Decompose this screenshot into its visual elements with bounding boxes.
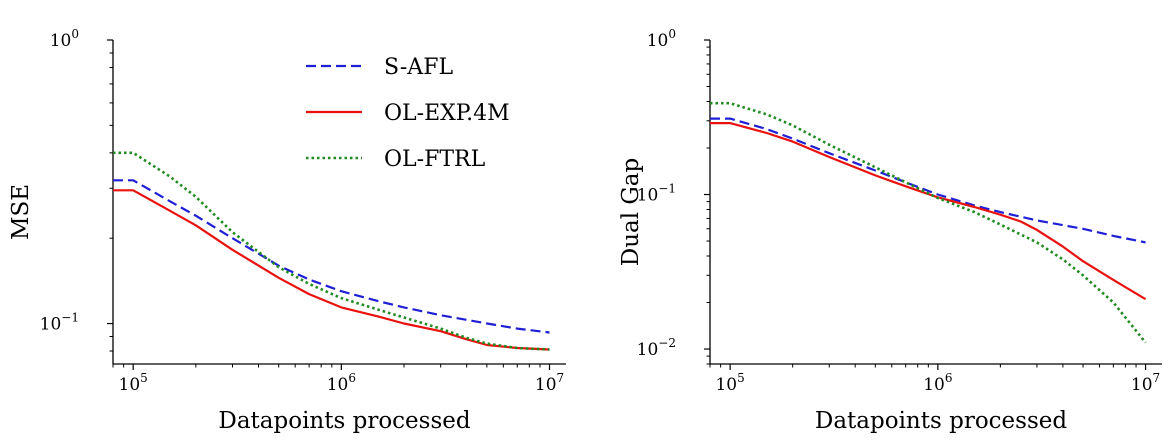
x-tick-exponent: 5 [737,371,745,385]
x-tick-exponent: 7 [557,371,565,385]
x-tick-base: 10 [715,375,737,395]
legend: S-AFL OL-EXP.4M OL-FTRL [306,55,510,172]
x-tick-exponent: 6 [945,371,953,385]
legend-label: S-AFL [384,55,453,80]
y-tick-base: 10 [637,186,659,206]
x-tick-base: 10 [923,375,945,395]
x-axis-label: Datapoints processed [815,408,1067,434]
series-line-ol-ftrl [710,101,1147,344]
series-line-s-afl [710,117,1146,244]
series-line-s-afl [113,179,550,334]
y-tick-label: 100 [647,27,676,51]
y-tick-exponent: −2 [658,336,676,350]
x-tick-label: 107 [535,371,564,395]
y-tick-base: 10 [637,340,659,360]
y-tick-label: 10−1 [40,311,79,335]
legend-label: OL-FTRL [384,147,486,172]
y-tick-base: 10 [647,31,669,51]
y-axis-label: Dual Gap [618,158,644,266]
y-tick-base: 10 [40,315,62,335]
x-axis-label: Datapoints processed [218,408,470,434]
x-tick-label: 106 [327,371,356,395]
y-tick-base: 10 [50,31,72,51]
x-tick-label: 105 [715,371,744,395]
x-tick-exponent: 7 [1153,371,1161,385]
y-tick-label: 100 [50,27,79,51]
y-tick-exponent: −1 [658,182,676,196]
y-tick-exponent: 0 [668,27,676,41]
y-tick-exponent: −1 [61,311,79,325]
x-tick-exponent: 6 [348,371,356,385]
x-tick-base: 10 [1131,375,1153,395]
y-tick-exponent: 0 [71,27,79,41]
x-tick-base: 10 [327,375,349,395]
series-line-ol-exp-4m [113,189,550,351]
x-tick-base: 10 [535,375,557,395]
series-group [710,101,1147,344]
y-axis-label: MSE [8,184,34,240]
x-tick-label: 105 [119,371,148,395]
x-tick-base: 10 [119,375,141,395]
series-group [113,151,550,351]
series-line-ol-ftrl [113,151,550,351]
y-tick-label: 10−1 [637,182,676,206]
y-tick-label: 10−2 [637,336,676,360]
x-tick-exponent: 5 [140,371,148,385]
legend-label: OL-EXP.4M [384,101,510,126]
series-line-ol-exp-4m [710,122,1147,301]
x-tick-label: 106 [923,371,952,395]
x-tick-label: 107 [1131,371,1160,395]
